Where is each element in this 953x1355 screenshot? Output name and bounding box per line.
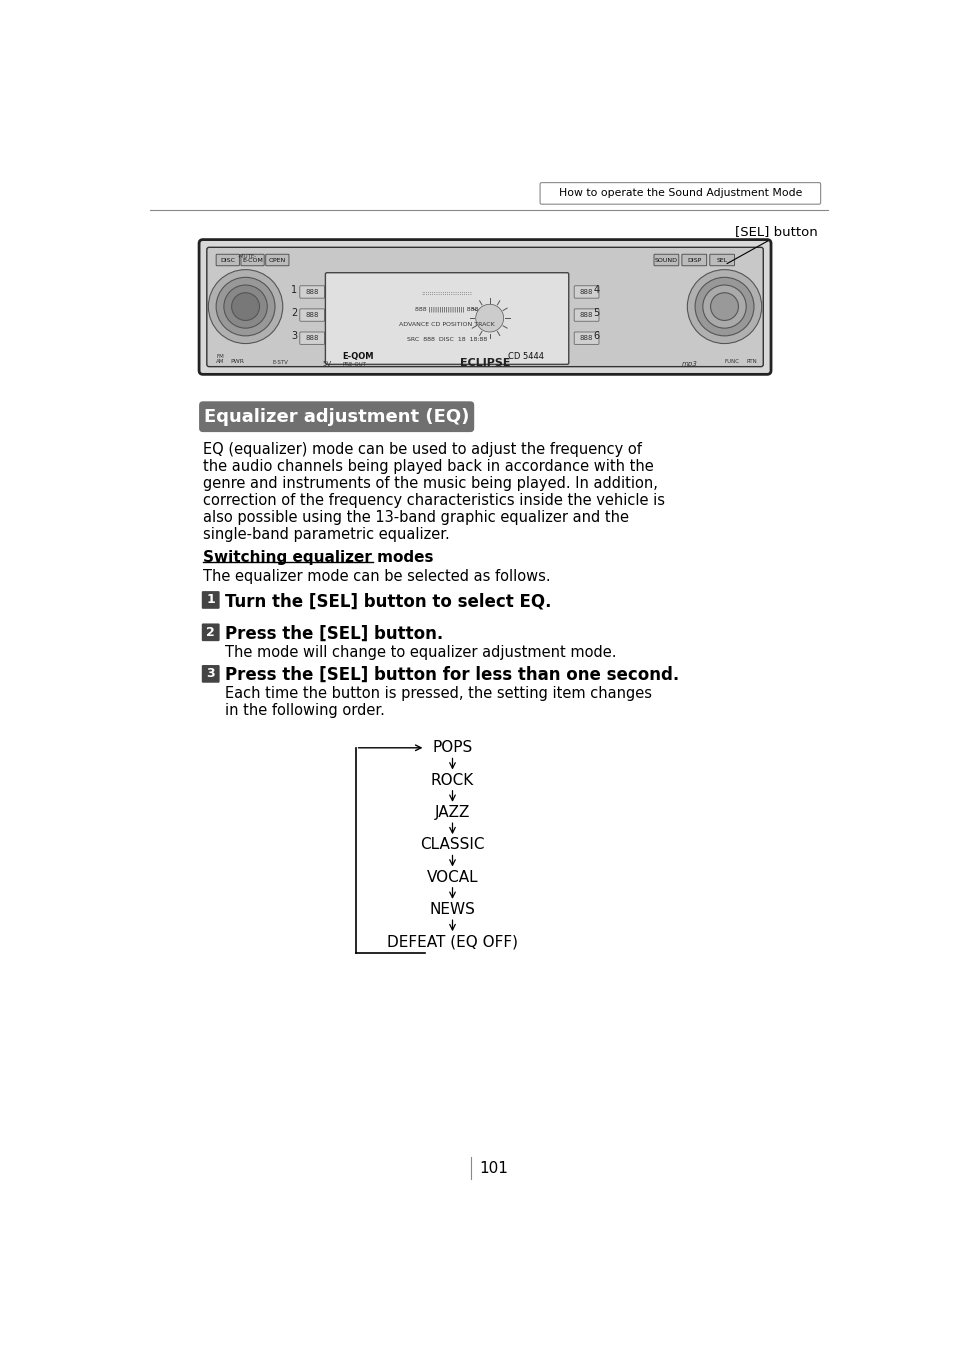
Circle shape	[702, 285, 745, 328]
Circle shape	[695, 278, 753, 336]
Text: OPEN: OPEN	[269, 257, 286, 263]
Text: single-band parametric equalizer.: single-band parametric equalizer.	[203, 527, 449, 542]
Text: correction of the frequency characteristics inside the vehicle is: correction of the frequency characterist…	[203, 493, 664, 508]
Text: 1: 1	[206, 593, 214, 607]
Circle shape	[208, 270, 282, 344]
Text: The mode will change to equalizer adjustment mode.: The mode will change to equalizer adjust…	[224, 645, 616, 660]
Text: 888 ||||||||||||||||| 888: 888 ||||||||||||||||| 888	[415, 306, 478, 312]
Text: 2: 2	[206, 626, 214, 638]
Text: Press the [SEL] button for less than one second.: Press the [SEL] button for less than one…	[224, 667, 679, 684]
FancyBboxPatch shape	[207, 248, 762, 367]
Circle shape	[232, 293, 259, 320]
FancyBboxPatch shape	[654, 255, 679, 266]
Text: Turn the [SEL] button to select EQ.: Turn the [SEL] button to select EQ.	[224, 592, 551, 610]
FancyBboxPatch shape	[325, 272, 568, 364]
Text: 6: 6	[593, 331, 599, 341]
Text: 1: 1	[291, 285, 297, 294]
Text: FM
AM: FM AM	[215, 354, 224, 364]
Text: ADVANCE CD POSITION TRACK: ADVANCE CD POSITION TRACK	[398, 321, 495, 327]
FancyBboxPatch shape	[299, 309, 324, 321]
Circle shape	[710, 293, 738, 320]
Text: E-COM: E-COM	[242, 257, 263, 263]
Text: NEWS: NEWS	[429, 902, 475, 917]
Text: EQ (equalizer) mode can be used to adjust the frequency of: EQ (equalizer) mode can be used to adjus…	[203, 442, 641, 457]
Text: ECLIPSE: ECLIPSE	[459, 358, 510, 367]
Text: 3: 3	[206, 668, 214, 680]
FancyBboxPatch shape	[202, 665, 219, 683]
Text: ROCK: ROCK	[431, 772, 474, 787]
Text: SEL: SEL	[716, 257, 727, 263]
Text: How to operate the Sound Adjustment Mode: How to operate the Sound Adjustment Mode	[558, 188, 801, 198]
Text: JAZZ: JAZZ	[435, 805, 470, 820]
FancyBboxPatch shape	[681, 255, 706, 266]
Text: 888: 888	[579, 289, 593, 295]
FancyBboxPatch shape	[202, 623, 219, 641]
Text: Equalizer adjustment (EQ): Equalizer adjustment (EQ)	[204, 408, 469, 425]
Text: 5V: 5V	[322, 362, 331, 367]
Text: ::::::::::::::::::::::::: ::::::::::::::::::::::::	[421, 291, 472, 295]
Text: SOUND: SOUND	[654, 257, 678, 263]
Text: PRE-OUT: PRE-OUT	[342, 362, 366, 367]
Text: E-QOM: E-QOM	[342, 352, 374, 362]
FancyBboxPatch shape	[299, 286, 324, 298]
FancyBboxPatch shape	[241, 255, 264, 266]
Text: E-STV: E-STV	[273, 360, 288, 366]
Text: the audio channels being played back in accordance with the: the audio channels being played back in …	[203, 459, 653, 474]
FancyBboxPatch shape	[709, 255, 734, 266]
Text: VOCAL: VOCAL	[426, 870, 477, 885]
Text: 888: 888	[305, 335, 318, 341]
Text: Press the [SEL] button.: Press the [SEL] button.	[224, 625, 442, 642]
Text: 5: 5	[593, 308, 599, 318]
Text: FUNC: FUNC	[724, 359, 739, 363]
Circle shape	[476, 305, 503, 332]
Text: 888: 888	[579, 312, 593, 318]
Text: DISC: DISC	[220, 257, 235, 263]
Text: DISP: DISP	[686, 257, 700, 263]
FancyBboxPatch shape	[299, 332, 324, 344]
Text: 2: 2	[291, 308, 297, 318]
FancyBboxPatch shape	[216, 255, 239, 266]
Circle shape	[216, 278, 274, 336]
Text: mp3: mp3	[681, 362, 697, 367]
Text: Switching equalizer modes: Switching equalizer modes	[203, 550, 433, 565]
Text: 3: 3	[291, 331, 297, 341]
Text: POPS: POPS	[432, 740, 472, 755]
Text: 4: 4	[593, 285, 599, 294]
FancyBboxPatch shape	[574, 309, 598, 321]
Text: 888: 888	[305, 312, 318, 318]
Text: genre and instruments of the music being played. In addition,: genre and instruments of the music being…	[203, 476, 658, 491]
FancyBboxPatch shape	[574, 332, 598, 344]
Text: 101: 101	[478, 1161, 507, 1176]
Text: Each time the button is pressed, the setting item changes: Each time the button is pressed, the set…	[224, 686, 651, 701]
FancyBboxPatch shape	[202, 591, 219, 608]
Text: PWR: PWR	[231, 359, 245, 363]
FancyBboxPatch shape	[539, 183, 820, 205]
Text: DEFEAT (EQ OFF): DEFEAT (EQ OFF)	[387, 935, 517, 950]
Text: in the following order.: in the following order.	[224, 703, 384, 718]
Text: 888: 888	[579, 335, 593, 341]
Text: RTN: RTN	[745, 359, 757, 363]
Text: 888: 888	[305, 289, 318, 295]
Text: CD 5444: CD 5444	[507, 352, 543, 362]
FancyBboxPatch shape	[574, 286, 598, 298]
Circle shape	[686, 270, 760, 344]
Text: CLASSIC: CLASSIC	[420, 837, 484, 852]
Text: SRC  888  DISC  18  18:88: SRC 888 DISC 18 18:88	[407, 337, 487, 343]
Text: [SEL] button: [SEL] button	[735, 225, 818, 238]
Text: also possible using the 13-band graphic equalizer and the: also possible using the 13-band graphic …	[203, 509, 628, 524]
FancyBboxPatch shape	[199, 240, 770, 374]
Text: The equalizer mode can be selected as follows.: The equalizer mode can be selected as fo…	[203, 569, 550, 584]
FancyBboxPatch shape	[266, 255, 289, 266]
Circle shape	[224, 285, 267, 328]
Text: -MUTE-: -MUTE-	[237, 253, 256, 259]
FancyBboxPatch shape	[199, 401, 474, 432]
